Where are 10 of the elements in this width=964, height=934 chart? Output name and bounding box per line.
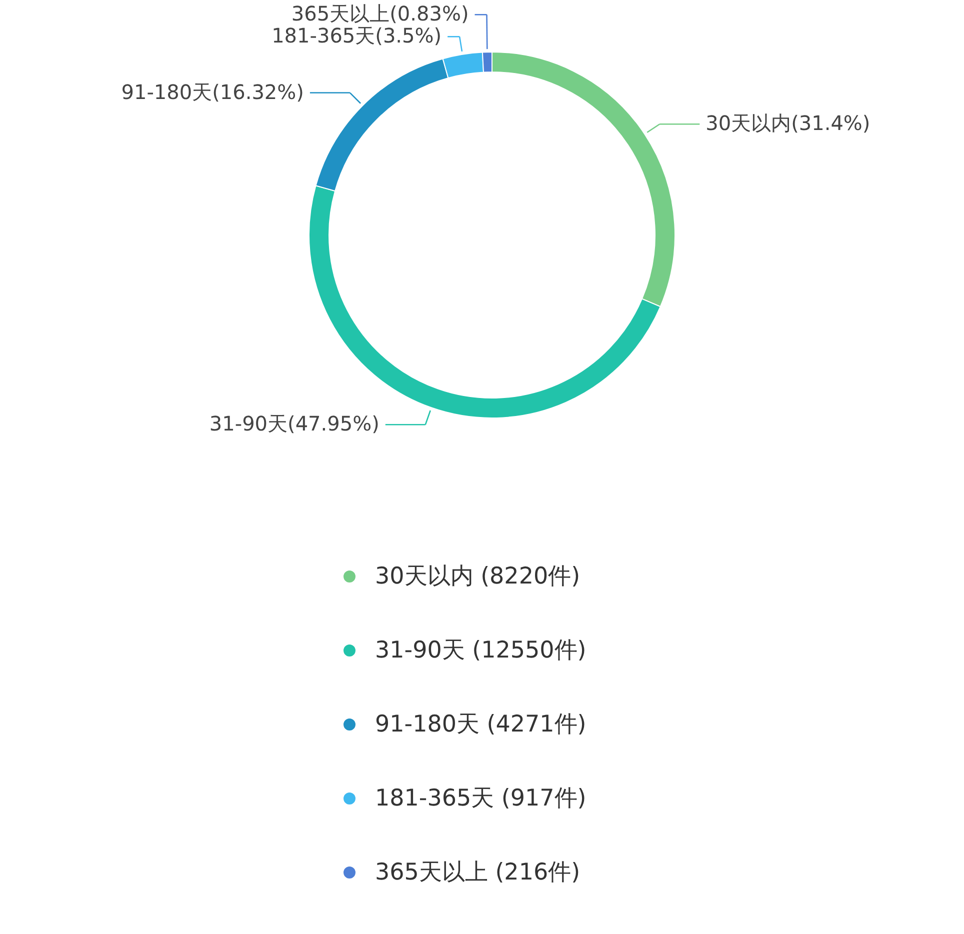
data-label: 181-365天(3.5%) — [272, 24, 442, 48]
data-label: 31-90天(47.95%) — [209, 412, 380, 436]
legend-label: 31-90天 (12550件) — [375, 638, 586, 664]
legend-label: 181-365天 (917件) — [375, 786, 586, 812]
data-label: 91-180天(16.32%) — [121, 80, 304, 104]
legend-label: 30天以内 (8220件) — [375, 564, 580, 590]
legend-label: 365天以上 (216件) — [375, 860, 580, 886]
legend-label: 91-180天 (4271件) — [375, 712, 586, 738]
data-label: 365天以上(0.83%) — [291, 2, 469, 26]
data-label: 30天以内(31.4%) — [706, 111, 870, 136]
